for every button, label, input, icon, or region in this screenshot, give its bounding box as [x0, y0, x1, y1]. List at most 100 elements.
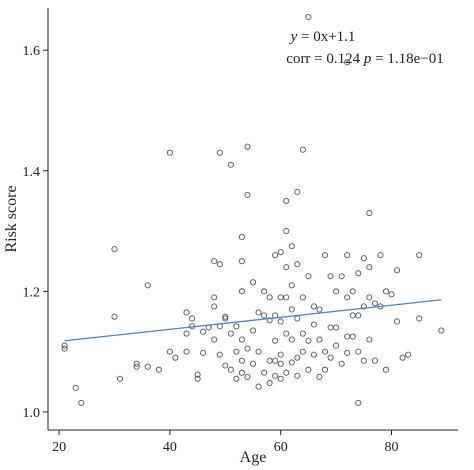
- x-tick-label: 20: [52, 440, 66, 455]
- data-point: [299, 348, 306, 355]
- data-point: [111, 313, 118, 320]
- data-point: [272, 372, 279, 379]
- y-axis-ticks: 1.0 1.2 1.4 1.6: [23, 44, 48, 421]
- data-point: [344, 252, 351, 259]
- data-point: [316, 373, 323, 380]
- data-point: [394, 267, 401, 274]
- data-point: [227, 366, 234, 373]
- data-point: [211, 294, 218, 301]
- data-point: [366, 209, 373, 217]
- data-point: [288, 243, 295, 250]
- data-point: [382, 288, 390, 295]
- data-point: [200, 349, 207, 356]
- y-tick-label: 1.0: [23, 406, 41, 421]
- data-point: [200, 328, 207, 335]
- data-point: [333, 288, 340, 295]
- data-point: [72, 384, 79, 391]
- data-point: [166, 348, 173, 355]
- data-point: [172, 354, 179, 361]
- x-axis-ticks: 20 40 60 80: [52, 430, 399, 455]
- equation-y-symbol: y: [289, 29, 298, 45]
- data-point: [327, 273, 334, 280]
- data-point: [360, 357, 367, 364]
- y-tick-label: 1.6: [23, 44, 41, 59]
- x-tick-label: 40: [163, 440, 177, 455]
- data-point: [344, 59, 351, 66]
- data-point: [233, 323, 240, 330]
- data-point: [310, 303, 317, 310]
- data-points: [61, 13, 445, 406]
- data-point: [366, 294, 373, 301]
- data-point: [211, 303, 218, 310]
- data-point: [283, 330, 290, 337]
- data-point: [394, 318, 401, 325]
- data-point: [283, 369, 290, 376]
- data-point: [61, 342, 68, 349]
- data-point: [294, 372, 301, 379]
- data-point: [338, 273, 345, 280]
- data-point: [249, 360, 257, 367]
- data-point: [316, 336, 323, 343]
- data-point: [272, 252, 279, 259]
- data-point: [316, 306, 323, 313]
- data-point: [416, 252, 423, 259]
- y-axis-title: Risk score: [3, 185, 20, 252]
- data-point: [333, 324, 340, 331]
- data-point: [183, 309, 190, 316]
- data-point: [116, 375, 124, 382]
- data-point: [349, 312, 356, 319]
- data-point: [388, 291, 395, 298]
- data-point: [111, 246, 118, 253]
- data-point: [238, 288, 245, 295]
- data-point: [144, 282, 151, 289]
- data-point: [238, 234, 245, 241]
- data-point: [211, 258, 218, 265]
- data-point: [233, 375, 240, 382]
- data-point: [283, 264, 290, 271]
- data-point: [344, 349, 351, 356]
- data-point: [288, 359, 295, 366]
- y-tick-label: 1.2: [23, 285, 41, 300]
- data-point: [255, 348, 262, 355]
- data-point: [183, 348, 190, 355]
- data-point: [277, 351, 284, 358]
- p-value-text: = 1.18e−01: [371, 51, 443, 67]
- data-point: [266, 357, 273, 364]
- data-point: [266, 294, 273, 301]
- correlation-text: corr = 0.124: [286, 51, 364, 67]
- data-point: [78, 399, 85, 406]
- data-point: [261, 288, 268, 295]
- regression-line: [64, 299, 442, 342]
- data-point: [321, 252, 329, 259]
- data-point: [355, 312, 362, 319]
- data-point: [405, 351, 412, 358]
- data-point: [266, 317, 273, 324]
- data-point: [305, 337, 312, 344]
- data-point: [238, 357, 245, 364]
- data-point: [133, 363, 140, 370]
- data-point: [272, 357, 279, 364]
- data-point: [249, 327, 257, 334]
- data-point: [261, 312, 268, 319]
- data-point: [61, 345, 68, 352]
- data-point: [283, 228, 290, 235]
- data-point: [283, 294, 290, 301]
- data-point: [144, 363, 151, 370]
- p-symbol: p: [363, 51, 372, 67]
- data-point: [155, 366, 162, 373]
- data-point: [222, 315, 229, 322]
- data-point: [344, 294, 351, 301]
- data-point: [310, 351, 317, 358]
- data-point: [194, 375, 201, 382]
- axes: 20 40 60 80 1.0 1.2 1.4 1.6: [23, 8, 458, 455]
- data-point: [377, 252, 384, 259]
- data-point: [255, 383, 262, 390]
- data-point: [227, 161, 234, 168]
- data-point: [371, 300, 378, 307]
- data-point: [321, 366, 329, 373]
- correlation-stats: corr = 0.124 p = 1.18e−01: [286, 51, 443, 67]
- data-point: [249, 279, 257, 286]
- data-point: [338, 360, 345, 367]
- data-point: [277, 318, 284, 325]
- data-point: [244, 373, 251, 380]
